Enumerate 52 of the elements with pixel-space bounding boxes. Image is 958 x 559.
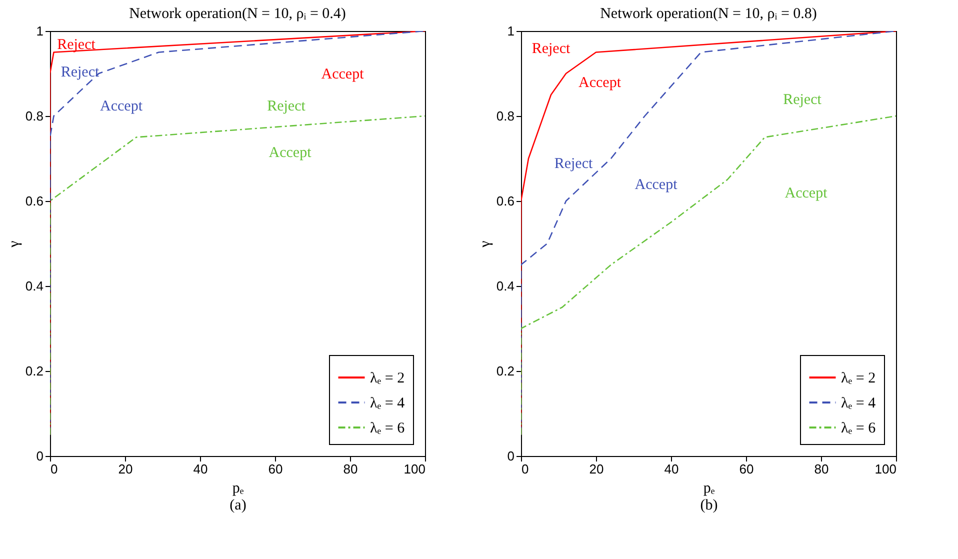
y-tick-label: 0 (36, 448, 44, 464)
y-tick-label: 1 (36, 24, 44, 38)
annotation: Accept (634, 177, 678, 193)
x-tick-label: 60 (739, 462, 754, 476)
text: (b) (700, 498, 718, 514)
line-series (50, 115, 425, 436)
text: (a) (230, 498, 246, 514)
annotation: Reject (267, 98, 306, 114)
annotation: Reject (57, 36, 96, 53)
x-tick-label: 20 (118, 462, 133, 476)
annotation: Reject (783, 92, 822, 108)
legend-label: λₑ = 2 (841, 370, 876, 386)
y-tick-label: 1 (507, 24, 514, 38)
x-tick-label: 40 (664, 462, 679, 476)
legend-label: λₑ = 4 (841, 396, 876, 412)
x-tick-label: 0 (522, 462, 529, 476)
y-axis-title: γ (6, 240, 22, 248)
y-tick-label: 0.2 (25, 364, 44, 378)
x-tick-label: 100 (874, 462, 896, 476)
x-tick-label: 20 (589, 462, 604, 476)
y-axis-title: γ (477, 240, 494, 248)
y-tick-label: 0.8 (496, 108, 514, 124)
annotation: Accept (100, 98, 144, 114)
x-tick-label: 40 (193, 462, 208, 476)
x-tick-label: 100 (404, 462, 426, 476)
x-tick-label: 0 (50, 462, 58, 476)
legend-label: λₑ = 6 (841, 420, 876, 436)
y-tick-label: 0.8 (25, 108, 44, 124)
x-axis-title: pₑ (232, 480, 244, 496)
y-tick-label: 0.6 (496, 194, 514, 208)
line-series (521, 115, 896, 436)
chart-title: Network operation(N = 10, ρᵢ = 0.8) (600, 6, 817, 22)
x-tick-label: 80 (343, 462, 358, 476)
x-axis-title: pₑ (703, 480, 715, 496)
y-tick-label: 0.6 (25, 194, 44, 208)
legend-label: λₑ = 2 (370, 370, 405, 386)
x-tick-label: 60 (268, 462, 283, 476)
annotation: Accept (321, 66, 365, 82)
annotation: Reject (554, 156, 594, 172)
annotation: Accept (784, 186, 828, 202)
y-tick-label: 0 (507, 448, 514, 464)
legend-label: λₑ = 6 (370, 420, 406, 436)
x-tick-label: 80 (814, 462, 829, 476)
annotation: Reject (532, 41, 571, 57)
y-tick-label: 0.4 (25, 278, 44, 294)
chart-title: Network operation(N = 10, ρᵢ = 0.4) (129, 6, 346, 22)
legend-label: λₑ = 4 (370, 396, 406, 412)
y-tick-label: 0.4 (496, 278, 514, 294)
annotation: Accept (268, 145, 312, 162)
annotation: Reject (60, 64, 100, 80)
annotation: Accept (578, 75, 622, 91)
y-tick-label: 0.2 (496, 364, 514, 378)
